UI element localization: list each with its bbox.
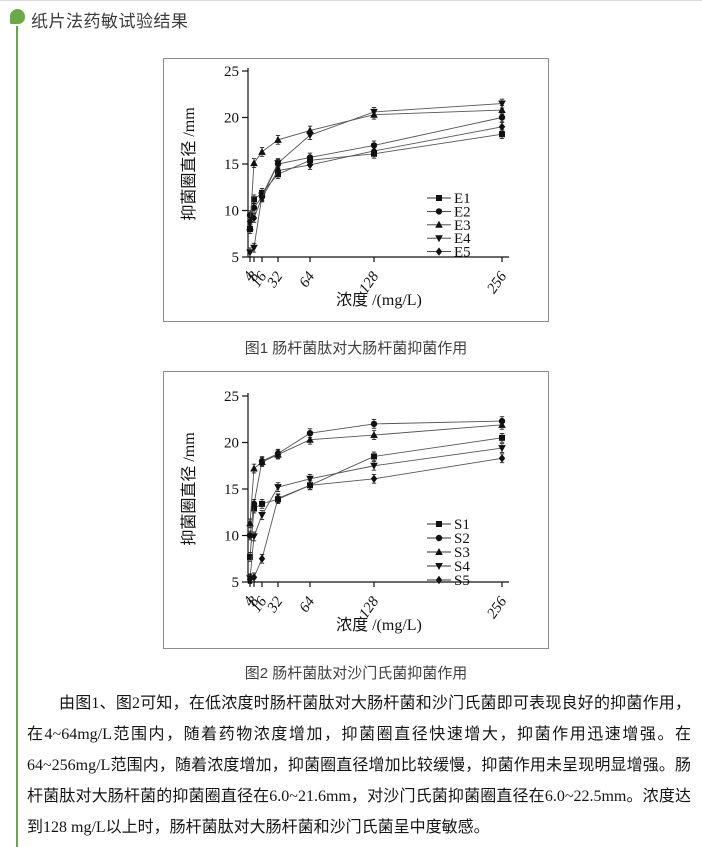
svg-text:256: 256	[484, 594, 510, 622]
figure2-caption: 图2 肠杆菌肽对沙门氏菌抑菌作用	[244, 665, 468, 682]
svg-text:浓度 /(mg/L): 浓度 /(mg/L)	[336, 291, 422, 309]
legend-item-E3: E3	[427, 218, 471, 234]
series-S5	[246, 453, 506, 585]
legend-item-S1: S1	[427, 517, 470, 533]
svg-text:E2: E2	[454, 204, 471, 220]
paragraph: 由图1、图2可知，在低浓度时肠杆菌肽对大肠杆菌和沙门氏菌即可表现良好的抑菌作用，…	[27, 695, 691, 836]
svg-text:64: 64	[297, 594, 319, 616]
svg-text:5: 5	[232, 575, 240, 591]
svg-text:10: 10	[224, 204, 239, 220]
svg-text:E4: E4	[454, 231, 471, 247]
legend-item-S3: S3	[427, 545, 470, 561]
figure1-caption: 图1 肠杆菌肽对大肠杆菌抑菌作用	[244, 340, 468, 357]
figure2-panel: 5 10 15 20 25 4 8 16 32 64 128 256 抑菌圈直径 /mm 浓度 /(mg/…	[163, 371, 549, 649]
legend-item-E2: E2	[427, 204, 471, 220]
svg-text:E1: E1	[454, 191, 471, 207]
figure1-panel: 5 10 15 20 25 4 8 16 32 64 128 256 抑菌圈直径 /mm 浓度 /(mg/…	[163, 58, 549, 322]
svg-text:抑菌圈直径 /mm: 抑菌圈直径 /mm	[180, 107, 198, 221]
svg-text:S5: S5	[454, 573, 470, 589]
svg-text:S4: S4	[454, 559, 470, 575]
series-S3	[246, 420, 506, 529]
legend-item-S5: S5	[427, 573, 470, 589]
svg-text:5: 5	[232, 250, 240, 266]
svg-text:32: 32	[264, 269, 287, 292]
svg-text:15: 15	[224, 482, 239, 498]
svg-text:S1: S1	[454, 517, 470, 533]
svg-text:E5: E5	[454, 245, 471, 261]
svg-text:32: 32	[264, 594, 287, 617]
leaf-icon	[10, 9, 25, 24]
accent-vertical-line	[16, 26, 18, 847]
svg-text:25: 25	[224, 64, 239, 80]
series-E5	[246, 122, 506, 227]
svg-text:25: 25	[224, 389, 239, 405]
legend-item-S4: S4	[427, 559, 470, 575]
svg-text:15: 15	[224, 157, 239, 173]
svg-text:20: 20	[224, 436, 239, 452]
svg-text:浓度 /(mg/L): 浓度 /(mg/L)	[336, 616, 422, 634]
svg-text:抑菌圈直径 /mm: 抑菌圈直径 /mm	[180, 432, 198, 546]
svg-text:S2: S2	[454, 531, 470, 547]
svg-text:S3: S3	[454, 545, 470, 561]
svg-text:20: 20	[224, 111, 239, 127]
svg-text:256: 256	[484, 269, 510, 297]
axes	[242, 68, 509, 262]
legend-item-E5: E5	[427, 245, 471, 261]
series-E4	[246, 98, 506, 258]
legend-item-E4: E4	[427, 231, 471, 247]
svg-text:10: 10	[224, 529, 239, 545]
legend-item-E1: E1	[427, 191, 471, 207]
result-discussion-text: 由图1、图2可知，在低浓度时肠杆菌肽对大肠杆菌和沙门氏菌即可表现良好的抑菌作用，…	[27, 688, 691, 843]
legend-item-S2: S2	[427, 531, 470, 547]
page-title: 纸片法药敏试验结果	[31, 12, 189, 31]
svg-text:64: 64	[297, 269, 319, 291]
svg-text:E3: E3	[454, 218, 471, 234]
